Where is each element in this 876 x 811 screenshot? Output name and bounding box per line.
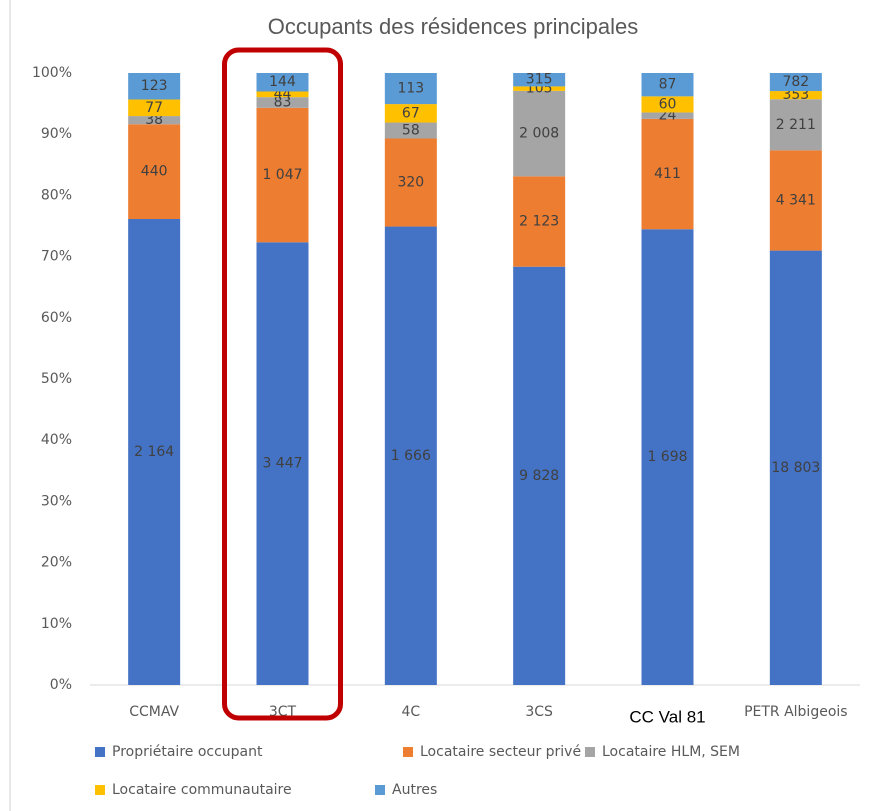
data-label: 315 — [526, 72, 553, 88]
bar-segment — [384, 104, 437, 123]
bar-segment — [256, 91, 309, 98]
bar-segment — [641, 73, 694, 97]
x-tick-label: 4C — [401, 704, 420, 720]
data-label: 113 — [397, 81, 424, 97]
legend-swatch — [403, 747, 413, 757]
y-tick-label: 0% — [50, 677, 72, 693]
bar-segment — [641, 229, 694, 685]
x-tick-label: CC Val 81 — [629, 707, 705, 726]
data-label: 83 — [274, 94, 292, 110]
y-tick-label: 80% — [41, 187, 72, 203]
data-label: 123 — [141, 78, 168, 94]
bar-segment — [513, 90, 566, 177]
x-tick-label: PETR Albigeois — [744, 704, 848, 720]
bar-segment — [128, 124, 181, 220]
y-tick-label: 60% — [41, 310, 72, 326]
bar-segment — [769, 150, 822, 251]
data-label: 18 803 — [771, 460, 820, 476]
chart-title: Occupants des résidences principales — [268, 14, 639, 39]
data-label: 353 — [782, 87, 809, 103]
data-label: 1 698 — [647, 449, 687, 465]
y-tick-label: 10% — [41, 616, 72, 632]
bar-segment — [128, 99, 181, 117]
bar-segment — [513, 86, 566, 91]
data-label: 411 — [654, 166, 681, 182]
y-tick-label: 100% — [32, 65, 72, 81]
y-tick-label: 40% — [41, 432, 72, 448]
data-label: 58 — [402, 123, 420, 139]
y-tick-label: 70% — [41, 249, 72, 265]
data-label: 2 211 — [776, 117, 816, 133]
data-label: 9 828 — [519, 468, 559, 484]
legend-swatch — [585, 747, 595, 757]
bar-segment — [384, 122, 437, 139]
data-label: 440 — [141, 164, 168, 180]
legend-swatch — [95, 785, 105, 795]
data-label: 67 — [402, 105, 420, 121]
bar-segment — [256, 107, 309, 243]
bar-segment — [256, 242, 309, 685]
bar-segment — [513, 176, 566, 267]
data-label: 320 — [397, 175, 424, 191]
bar-segment — [641, 96, 694, 113]
bar-segment — [769, 91, 822, 100]
data-label: 2 008 — [519, 126, 559, 142]
legend-label: Propriétaire occupant — [112, 744, 263, 760]
data-label: 1 666 — [391, 448, 431, 464]
bar-segment — [128, 73, 181, 100]
data-label: 60 — [659, 96, 677, 112]
bar-segment — [384, 138, 437, 227]
bar-segment — [641, 118, 694, 230]
highlight-box — [222, 47, 343, 721]
y-tick-label: 30% — [41, 493, 72, 509]
data-label: 2 123 — [519, 214, 559, 230]
legend-swatch — [375, 785, 385, 795]
data-label: 2 164 — [134, 444, 174, 460]
y-tick-label: 90% — [41, 126, 72, 142]
data-label: 87 — [659, 77, 677, 93]
legend-label: Locataire communautaire — [112, 782, 292, 798]
data-label: 4 341 — [776, 192, 816, 208]
x-tick-label: CCMAV — [129, 704, 179, 720]
data-label: 77 — [145, 100, 163, 116]
bar-segment — [128, 116, 181, 125]
bar-segment — [384, 73, 437, 105]
bar-segment — [256, 73, 309, 92]
legend-swatch — [95, 747, 105, 757]
bar-segment — [769, 250, 822, 685]
bar-segment — [769, 99, 822, 151]
legend-label: Locataire secteur privé — [420, 744, 581, 760]
bar-segment — [641, 112, 694, 119]
legend-label: Autres — [392, 782, 437, 798]
y-tick-label: 50% — [41, 371, 72, 387]
data-label: 782 — [782, 74, 809, 90]
data-label: 144 — [269, 74, 296, 90]
y-tick-label: 20% — [41, 555, 72, 571]
bar-segment — [256, 97, 309, 108]
legend-label: Locataire HLM, SEM — [602, 744, 740, 760]
bar-segment — [513, 73, 566, 87]
data-label: 3 447 — [262, 456, 302, 472]
x-tick-label: 3CS — [525, 704, 553, 720]
bar-segment — [769, 73, 822, 92]
data-label: 1 047 — [262, 167, 302, 183]
bar-segment — [128, 219, 181, 685]
bar-segment — [384, 226, 437, 685]
data-label: 38 — [145, 112, 163, 128]
bar-segment — [513, 266, 566, 685]
